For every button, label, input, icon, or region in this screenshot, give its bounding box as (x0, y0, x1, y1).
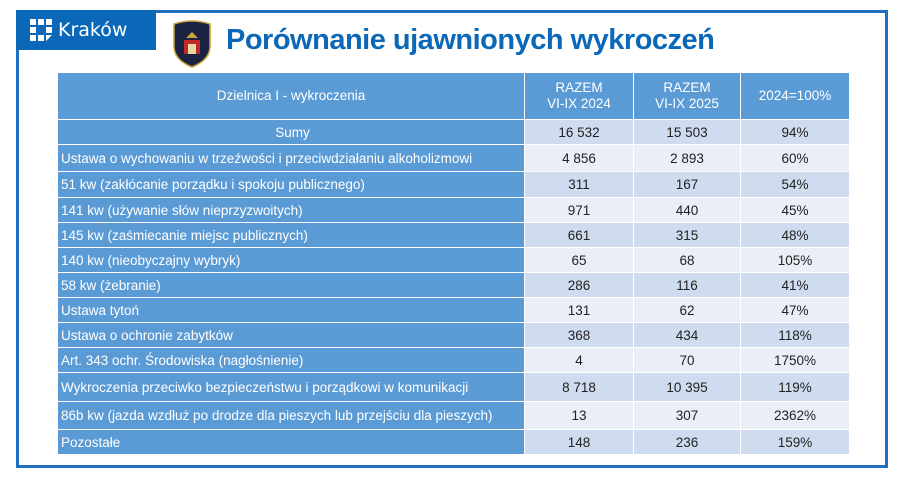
row-label: 141 kw (używanie słów nieprzyzwoitych) (57, 197, 525, 223)
value-ratio: 105% (740, 247, 850, 273)
table-row: 145 kw (zaśmiecanie miejsc publicznych) 6… (57, 222, 850, 248)
value-2025: 10 395 (633, 372, 741, 402)
value-ratio: 60% (740, 144, 850, 172)
value-2024: 8 718 (524, 372, 634, 402)
city-name: Kraków (58, 19, 128, 41)
value-2025: 440 (633, 197, 741, 223)
row-label: Ustawa o ochronie zabytków (57, 322, 525, 348)
value-ratio: 41% (740, 272, 850, 298)
value-2025: 307 (633, 401, 741, 430)
value-2025: 236 (633, 429, 741, 455)
row-label: Ustawa tytoń (57, 297, 525, 323)
value-2024: 4 856 (524, 144, 634, 172)
value-2024: 311 (524, 171, 634, 198)
table-row: Ustawa o ochronie zabytków 368 434 118% (57, 322, 850, 348)
table-row: Ustawa tytoń 131 62 47% (57, 297, 850, 323)
value-2024: 286 (524, 272, 634, 298)
table-row: 140 kw (nieobyczajny wybryk) 65 68 105% (57, 247, 850, 273)
value-2025: 15 503 (633, 119, 741, 145)
value-2025: 116 (633, 272, 741, 298)
value-ratio: 159% (740, 429, 850, 455)
krakow-brand: Kraków (16, 10, 156, 50)
row-label: 58 kw (żebranie) (57, 272, 525, 298)
violations-table: Dzielnica I - wykroczenia RAZEM VI-IX 20… (57, 72, 850, 455)
value-2024: 148 (524, 429, 634, 455)
value-2025: 434 (633, 322, 741, 348)
value-ratio: 45% (740, 197, 850, 223)
value-ratio: 1750% (740, 347, 850, 373)
value-2024: 368 (524, 322, 634, 348)
table-row: Pozostałe 148 236 159% (57, 429, 850, 455)
table-row: Sumy 16 532 15 503 94% (57, 119, 850, 145)
value-ratio: 54% (740, 171, 850, 198)
row-label: Art. 343 ochr. Środowiska (nagłośnienie) (57, 347, 525, 373)
value-2024: 661 (524, 222, 634, 248)
value-2024: 971 (524, 197, 634, 223)
table-row: 86b kw (jazda wzdłuż po drodze dla piesz… (57, 401, 850, 430)
table-header-row: Dzielnica I - wykroczenia RAZEM VI-IX 20… (57, 72, 850, 120)
value-2025: 2 893 (633, 144, 741, 172)
row-label: Wykroczenia przeciwko bezpieczeństwu i p… (57, 372, 525, 402)
value-ratio: 48% (740, 222, 850, 248)
value-2024: 131 (524, 297, 634, 323)
value-ratio: 119% (740, 372, 850, 402)
value-ratio: 2362% (740, 401, 850, 430)
table-row: Art. 343 ochr. Środowiska (nagłośnienie)… (57, 347, 850, 373)
table-row: 141 kw (używanie słów nieprzyzwoitych) 97… (57, 197, 850, 223)
table-row: 58 kw (żebranie) 286 116 41% (57, 272, 850, 298)
value-2025: 68 (633, 247, 741, 273)
table-row: Wykroczenia przeciwko bezpieczeństwu i p… (57, 372, 850, 402)
value-ratio: 94% (740, 119, 850, 145)
value-2024: 65 (524, 247, 634, 273)
value-ratio: 47% (740, 297, 850, 323)
value-2025: 167 (633, 171, 741, 198)
value-2025: 315 (633, 222, 741, 248)
row-label: 86b kw (jazda wzdłuż po drodze dla piesz… (57, 401, 525, 430)
header-2025: RAZEM VI-IX 2025 (633, 72, 741, 120)
row-label: Ustawa o wychowaniu w trzeźwości i przec… (57, 144, 525, 172)
header-ratio: 2024=100% (740, 72, 850, 120)
krakow-logo-icon (30, 19, 52, 41)
value-2025: 62 (633, 297, 741, 323)
straz-miejska-crest-icon (173, 20, 211, 68)
page-title: Porównanie ujawnionych wykroczeń (226, 24, 715, 56)
row-label: 145 kw (zaśmiecanie miejsc publicznych) (57, 222, 525, 248)
row-label: 51 kw (zakłócanie porządku i spokoju pub… (57, 171, 525, 198)
header-2024: RAZEM VI-IX 2024 (524, 72, 634, 120)
row-label: 140 kw (nieobyczajny wybryk) (57, 247, 525, 273)
value-2024: 13 (524, 401, 634, 430)
value-2024: 4 (524, 347, 634, 373)
value-2025: 70 (633, 347, 741, 373)
table-row: 51 kw (zakłócanie porządku i spokoju pub… (57, 171, 850, 198)
header-district: Dzielnica I - wykroczenia (57, 72, 525, 120)
slide-frame (16, 10, 888, 468)
row-label: Sumy (57, 119, 525, 145)
row-label: Pozostałe (57, 429, 525, 455)
value-ratio: 118% (740, 322, 850, 348)
table-row: Ustawa o wychowaniu w trzeźwości i przec… (57, 144, 850, 172)
value-2024: 16 532 (524, 119, 634, 145)
